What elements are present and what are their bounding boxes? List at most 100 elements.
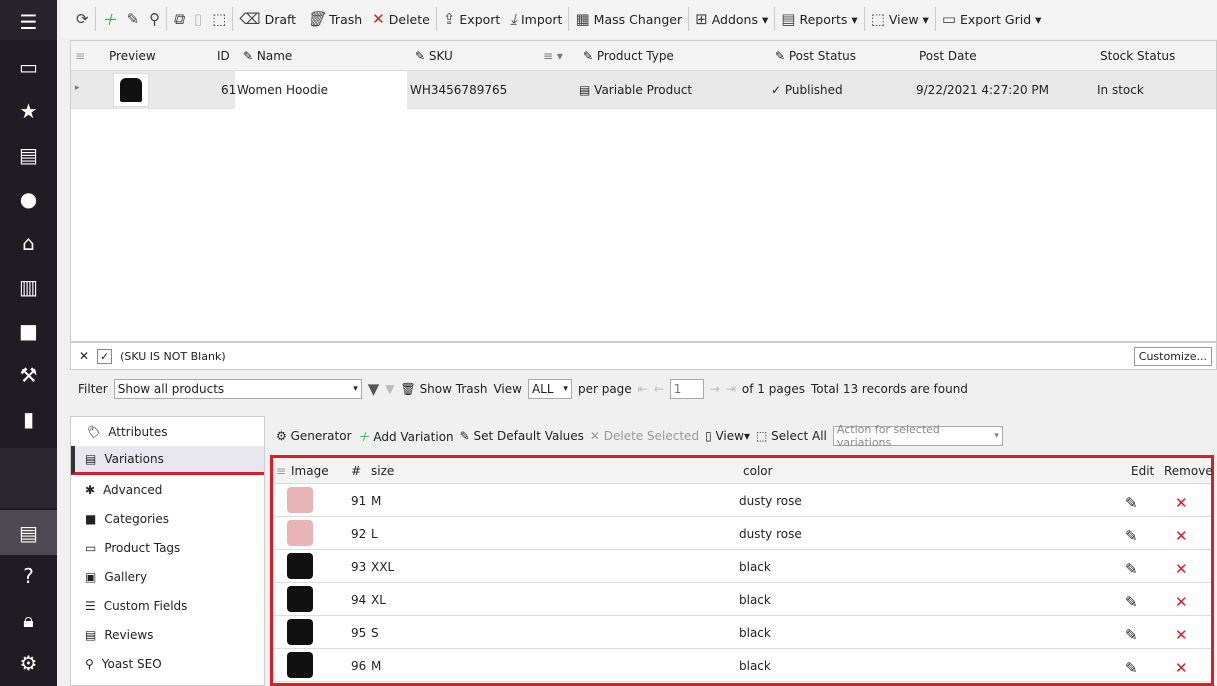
col-post-date[interactable]: Post Date (919, 49, 977, 63)
page-input[interactable]: 1 (669, 379, 704, 399)
tab-advanced[interactable]: ✱ Advanced (85, 482, 163, 497)
col-stock-status[interactable]: Stock Status (1100, 49, 1176, 63)
variation-size[interactable]: XXL (371, 560, 395, 574)
col-image[interactable]: Image (291, 464, 329, 478)
filter-select[interactable]: Show all products ▾ (113, 379, 362, 399)
inbox-icon[interactable]: ▤ (19, 143, 38, 167)
bulk-action-select[interactable]: Action for selected variations ▾ (832, 423, 1003, 449)
tab-variations[interactable]: ▤ Variations (71, 446, 264, 475)
trash-button[interactable]: 🗑︎ Trash (306, 10, 363, 28)
variation-row[interactable]: 94 XL black ✎ ✕ (273, 583, 1211, 616)
export-button[interactable]: ⇪ Export (442, 10, 501, 28)
edit-button[interactable]: ✎ (126, 10, 140, 28)
tab-reviews[interactable]: ▤ Reviews (85, 627, 154, 642)
prev-page-icon[interactable]: ← (653, 382, 664, 396)
filter-icon[interactable]: ▼ (367, 380, 380, 398)
col-product-type[interactable]: ✎ Product Type (583, 49, 674, 63)
cell-post-status[interactable]: ✓ Published (771, 83, 843, 97)
col-color[interactable]: color (743, 464, 773, 478)
variation-color[interactable]: black (739, 593, 771, 607)
next-page-icon[interactable]: → (709, 382, 720, 396)
edit-icon[interactable]: ✎ (1125, 560, 1138, 578)
wrench-icon[interactable]: ⚒ (19, 363, 38, 387)
customize-button[interactable]: Customize... (1133, 346, 1212, 366)
paste-button[interactable]: ▯ (193, 10, 203, 28)
clear-filter-icon[interactable]: ✕ (79, 349, 90, 363)
variation-row[interactable]: 95 S black ✎ ✕ (273, 616, 1211, 649)
cell-name[interactable]: Women Hoodie (237, 83, 329, 97)
search-button[interactable]: ⚲ (149, 10, 161, 28)
export-grid-button[interactable]: ▭ Export Grid ▾ (941, 10, 1042, 28)
star-icon[interactable]: ★ (19, 99, 38, 123)
tab-attributes[interactable]: 🏷︎ Attributes (85, 424, 168, 439)
tab-yoast-seo[interactable]: ⚲ Yoast SEO (85, 656, 162, 671)
variation-row[interactable]: 96 M black ✎ ✕ (273, 649, 1211, 682)
cell-sku[interactable]: WH3456789765 (410, 83, 508, 97)
copy-button[interactable]: ⧉ (173, 10, 184, 28)
variation-size[interactable]: S (371, 626, 379, 640)
clear-filter-funnel-icon[interactable]: ▼ (385, 382, 395, 396)
variation-color[interactable]: black (739, 626, 771, 640)
edit-icon[interactable]: ✎ (1125, 527, 1138, 545)
remove-icon[interactable]: ✕ (1175, 560, 1188, 578)
delete-button[interactable]: ✕ Delete (372, 10, 430, 28)
tab-product-tags[interactable]: ▭ Product Tags (85, 540, 181, 555)
add-button[interactable]: ＋ (101, 10, 117, 29)
puzzle-icon[interactable]: ■ (19, 319, 38, 343)
edit-icon[interactable]: ✎ (1125, 494, 1138, 512)
variation-size[interactable]: L (371, 527, 378, 541)
basket-icon[interactable]: ⌂ (22, 231, 35, 255)
set-defaults-button[interactable]: ✎ Set Default Values (459, 429, 584, 443)
cell-product-type[interactable]: ▤ Variable Product (579, 83, 693, 97)
import-button[interactable]: ⤓ Import (510, 10, 563, 28)
sort-filter-icon[interactable]: ≡ ▾ (543, 49, 563, 63)
help-icon[interactable]: ? (23, 564, 34, 588)
remove-icon[interactable]: ✕ (1175, 494, 1188, 512)
addons-button[interactable]: ⊞ Addons ▾ (695, 10, 769, 28)
col-id[interactable]: ID (217, 49, 230, 63)
variation-color[interactable]: black (739, 659, 771, 673)
show-trash-button[interactable]: 🗑︎ Show Trash (400, 382, 488, 396)
remove-icon[interactable]: ✕ (1175, 527, 1188, 545)
draft-button[interactable]: ⌫ Draft (239, 10, 297, 28)
variation-color[interactable]: black (739, 560, 771, 574)
user-icon[interactable]: ● (19, 187, 38, 211)
variation-color[interactable]: dusty rose (739, 527, 802, 541)
select-all-button[interactable]: ⬚ Select All (756, 429, 827, 443)
reports-button[interactable]: ▤ Reports ▾ (781, 10, 858, 28)
gear-icon[interactable]: ⚙ (19, 651, 38, 675)
col-preview[interactable]: Preview (109, 49, 156, 63)
generator-button[interactable]: ⚙ Generator (276, 429, 352, 443)
store-icon[interactable]: ▭ (19, 55, 38, 79)
filter-checkbox[interactable]: ✓ (97, 348, 113, 364)
col-sku[interactable]: ✎ SKU (415, 49, 453, 63)
first-page-icon[interactable]: ⇤ (637, 382, 648, 396)
carousel-icon[interactable]: ▮ (22, 407, 34, 431)
per-page-select[interactable]: ALL ▾ (527, 379, 572, 399)
refresh-button[interactable]: ⟳ (76, 10, 89, 28)
view-button[interactable]: ⬚ View ▾ (870, 10, 929, 28)
variation-size[interactable]: M (371, 494, 382, 508)
variation-color[interactable]: dusty rose (739, 494, 802, 508)
variations-view-button[interactable]: ▯ View▾ (705, 429, 750, 443)
variation-row[interactable]: 92 L dusty rose ✎ ✕ (273, 517, 1211, 550)
tab-gallery[interactable]: ▣ Gallery (85, 569, 148, 584)
remove-icon[interactable]: ✕ (1175, 593, 1188, 611)
add-variation-button[interactable]: ＋ Add Variation (357, 429, 454, 444)
variation-row[interactable]: 93 XXL black ✎ ✕ (273, 550, 1211, 583)
select-button[interactable]: ⬚ (212, 10, 227, 28)
col-size[interactable]: size (371, 464, 395, 478)
remove-icon[interactable]: ✕ (1175, 659, 1188, 677)
inbox-active-icon[interactable]: ▤ (0, 510, 57, 555)
remove-icon[interactable]: ✕ (1175, 626, 1188, 644)
col-post-status[interactable]: ✎ Post Status (775, 49, 857, 63)
delete-selected-button[interactable]: ✕ Delete Selected (589, 429, 700, 443)
edit-icon[interactable]: ✎ (1125, 593, 1138, 611)
mass-changer-button[interactable]: ▦ Mass Changer (575, 10, 683, 28)
tab-custom-fields[interactable]: ☰ Custom Fields (85, 598, 188, 613)
edit-icon[interactable]: ✎ (1125, 659, 1138, 677)
col-number[interactable]: # (351, 464, 362, 478)
variation-size[interactable]: XL (371, 593, 386, 607)
last-page-icon[interactable]: ⇥ (725, 382, 736, 396)
tab-categories[interactable]: ■ Categories (85, 511, 170, 526)
